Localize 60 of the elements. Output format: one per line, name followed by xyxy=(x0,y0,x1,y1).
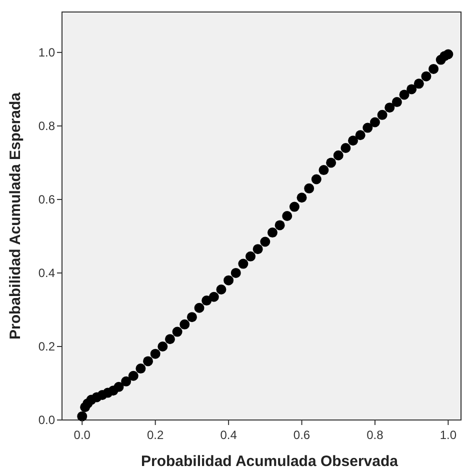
point xyxy=(77,411,88,422)
point xyxy=(406,84,417,94)
point xyxy=(392,97,402,108)
x-tick-label: 0.4 xyxy=(220,428,238,442)
x-tick-label: 0.0 xyxy=(74,428,91,442)
point xyxy=(362,122,373,133)
point xyxy=(224,275,234,286)
point xyxy=(421,71,432,82)
point xyxy=(246,251,256,262)
point xyxy=(216,284,226,295)
x-tick-label: 1.0 xyxy=(440,428,457,442)
x-axis-title: Probabilidad Acumulada Observada xyxy=(140,453,399,470)
point xyxy=(377,110,388,120)
point xyxy=(304,183,314,194)
point xyxy=(355,130,366,140)
point xyxy=(202,296,212,306)
point xyxy=(230,268,241,278)
point xyxy=(282,211,292,221)
point xyxy=(260,236,270,247)
point xyxy=(238,258,248,269)
x-tick-label: 0.2 xyxy=(147,428,164,442)
point xyxy=(326,158,336,168)
y-tick-label: 0.8 xyxy=(38,119,56,134)
point xyxy=(267,228,278,238)
point xyxy=(384,102,395,113)
point xyxy=(340,143,351,153)
y-tick-label: 1.0 xyxy=(38,46,56,60)
point xyxy=(274,220,285,230)
point xyxy=(121,376,132,386)
point xyxy=(296,192,307,203)
point xyxy=(164,334,175,344)
point xyxy=(114,382,124,392)
point xyxy=(370,117,380,128)
point xyxy=(186,312,197,322)
point xyxy=(399,90,410,100)
point xyxy=(428,64,439,74)
point xyxy=(136,364,146,374)
point xyxy=(143,356,154,366)
point xyxy=(172,326,182,337)
y-axis-title: Probabilidad Acumulada Esperada xyxy=(7,92,24,340)
point xyxy=(348,136,358,146)
point xyxy=(208,292,219,302)
x-tick-label: 0.8 xyxy=(366,428,384,442)
point xyxy=(318,165,329,176)
point xyxy=(180,319,190,330)
x-tick-label: 0.6 xyxy=(293,428,310,442)
y-tick-label: 0.4 xyxy=(38,266,56,280)
point xyxy=(150,348,160,359)
point xyxy=(289,202,300,212)
point xyxy=(333,150,344,160)
point xyxy=(311,174,322,184)
point xyxy=(128,370,138,381)
point xyxy=(443,49,454,60)
point xyxy=(158,341,168,352)
y-tick-label: 0.0 xyxy=(38,413,56,428)
y-tick-label: 0.2 xyxy=(38,340,56,354)
point xyxy=(414,78,424,89)
point xyxy=(194,302,204,313)
point xyxy=(252,244,263,254)
y-tick-label: 0.6 xyxy=(38,192,56,207)
